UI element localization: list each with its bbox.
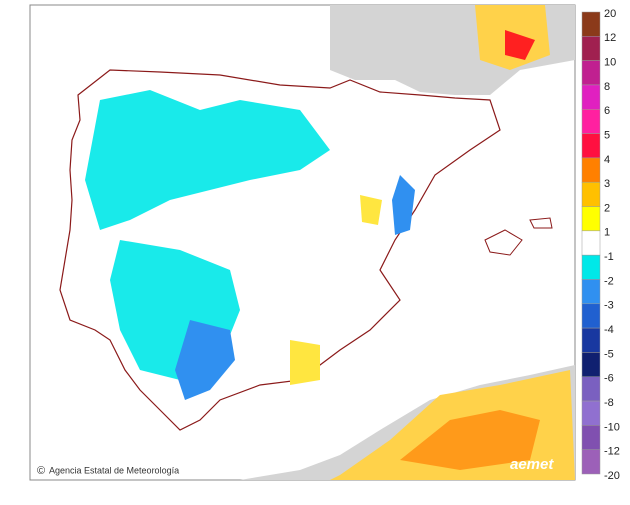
legend-label: -4 — [604, 324, 614, 336]
legend-swatch — [581, 230, 601, 256]
guadalquivir-cool — [175, 320, 235, 400]
legend-swatch — [581, 84, 601, 110]
copyright-symbol: © — [37, 465, 45, 477]
menorca — [529, 217, 553, 229]
logo: aemet — [510, 456, 554, 473]
north-cool — [85, 90, 330, 230]
map — [29, 4, 576, 481]
legend-swatch — [581, 400, 601, 426]
legend-swatch — [581, 181, 601, 207]
legend-label: -5 — [604, 348, 614, 360]
south-warm — [290, 340, 320, 385]
legend-label: -6 — [604, 373, 614, 385]
valencia-cool — [392, 175, 415, 235]
legend-swatch — [581, 352, 601, 377]
legend-label: 10 — [604, 57, 616, 69]
legend-swatch — [581, 11, 601, 37]
legend-label: 1 — [604, 227, 610, 239]
legend-label: 20 — [604, 8, 616, 20]
legend-swatch — [581, 133, 601, 159]
legend-swatch — [581, 425, 601, 450]
legend-label: -3 — [604, 300, 614, 312]
legend-swatch — [581, 376, 601, 402]
legend-label: 2 — [604, 202, 610, 214]
legend-swatch — [581, 449, 601, 475]
legend-label: -8 — [604, 397, 614, 409]
legend-swatch — [581, 60, 601, 86]
legend-label: -10 — [604, 421, 620, 433]
pyrenees-hot — [505, 30, 535, 60]
legend: 20 12 10 8 6 5 4 3 2 1 -1 -2 -3 -4 -5 -6 -8 -10 -12 -20 — [581, 8, 620, 482]
legend-label: 5 — [604, 129, 610, 141]
africa-hot — [400, 410, 540, 470]
legend-label: -2 — [604, 275, 614, 287]
east-warm — [360, 195, 382, 225]
attribution: © Agencia Estatal de Meteorología aemet — [37, 456, 554, 477]
legend-swatch — [581, 327, 601, 353]
legend-label: 6 — [604, 105, 610, 117]
legend-label: 12 — [604, 32, 616, 44]
legend-swatch — [581, 254, 601, 280]
legend-label: -20 — [604, 470, 620, 482]
legend-label: 8 — [604, 81, 610, 93]
legend-swatch — [581, 206, 601, 232]
legend-swatch — [581, 36, 601, 61]
legend-swatch — [581, 279, 601, 305]
attribution-text: Agencia Estatal de Meteorología — [49, 465, 179, 475]
legend-label: 4 — [604, 154, 610, 166]
legend-label: 3 — [604, 178, 610, 190]
legend-swatch — [581, 157, 601, 183]
legend-swatch — [581, 303, 601, 329]
legend-label: -12 — [604, 446, 620, 458]
mallorca — [484, 229, 523, 256]
legend-swatch — [581, 109, 601, 134]
legend-label: -1 — [604, 251, 614, 263]
